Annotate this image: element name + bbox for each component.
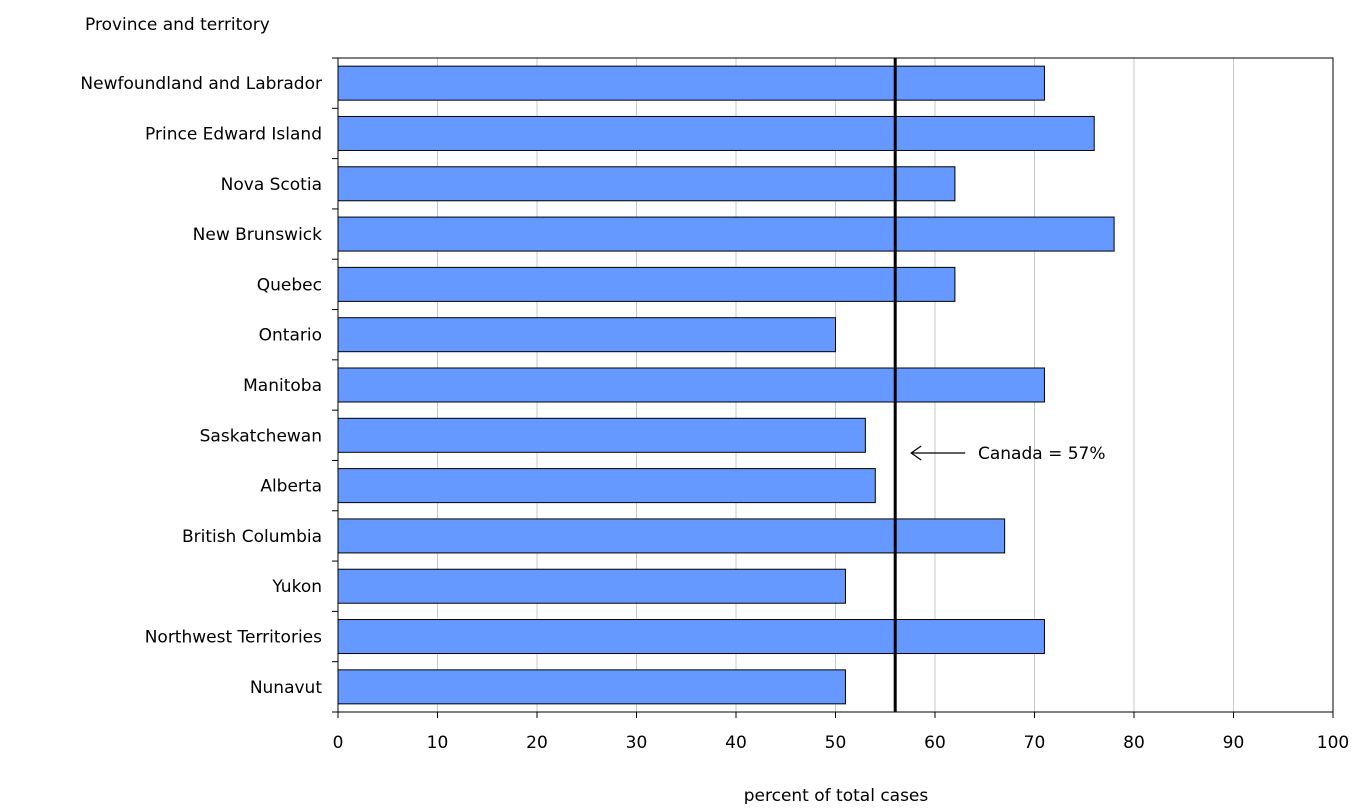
reference-arrowhead [910,445,922,461]
reference-line-label: Canada = 57% [978,444,1106,464]
category-label: Manitoba [243,376,322,396]
bar [337,166,956,202]
bar [337,518,1006,554]
bars [337,65,1115,705]
x-tick-label: 60 [924,733,946,753]
y-axis-title: Province and territory [85,15,270,35]
x-tick-label: 50 [825,733,847,753]
axes [332,57,1334,718]
bar [337,317,836,353]
category-label: Quebec [257,275,322,295]
x-tick-label: 80 [1123,733,1145,753]
category-label: Alberta [260,477,322,497]
category-label: Nunavut [250,678,323,698]
tick-labels: 0 10 20 30 40 50 60 70 80 90 100 [333,733,1350,753]
category-label: Northwest Territories [145,628,322,648]
bar [337,216,1115,252]
bar [337,115,1095,151]
bar [337,669,846,705]
category-labels: Newfoundland and Labrador Prince Edward I… [80,74,322,698]
category-label: Ontario [259,326,322,346]
category-label: New Brunswick [193,225,323,245]
x-tick-label: 0 [333,733,344,753]
category-label: Yukon [271,577,322,597]
x-axis-title: percent of total cases [744,786,929,804]
bar [337,266,956,302]
bar [337,65,1045,101]
plot-frame [337,57,1334,713]
x-tick-label: 90 [1223,733,1245,753]
x-tick-label: 20 [526,733,548,753]
category-label: Newfoundland and Labrador [80,74,322,94]
x-tick-label: 30 [626,733,648,753]
bar [337,619,1045,655]
x-tick-label: 100 [1317,733,1349,753]
x-tick-label: 70 [1024,733,1046,753]
x-tick-label: 40 [725,733,747,753]
bar [337,568,846,604]
bar [337,468,876,504]
bar [337,367,1045,403]
reference-line-group: Canada = 57% [893,58,1106,712]
x-tick-label: 10 [427,733,449,753]
category-label: Prince Edward Island [145,124,322,144]
category-label: Nova Scotia [221,175,322,195]
bar [337,417,866,453]
category-label: British Columbia [182,527,322,547]
category-label: Saskatchewan [200,426,322,446]
